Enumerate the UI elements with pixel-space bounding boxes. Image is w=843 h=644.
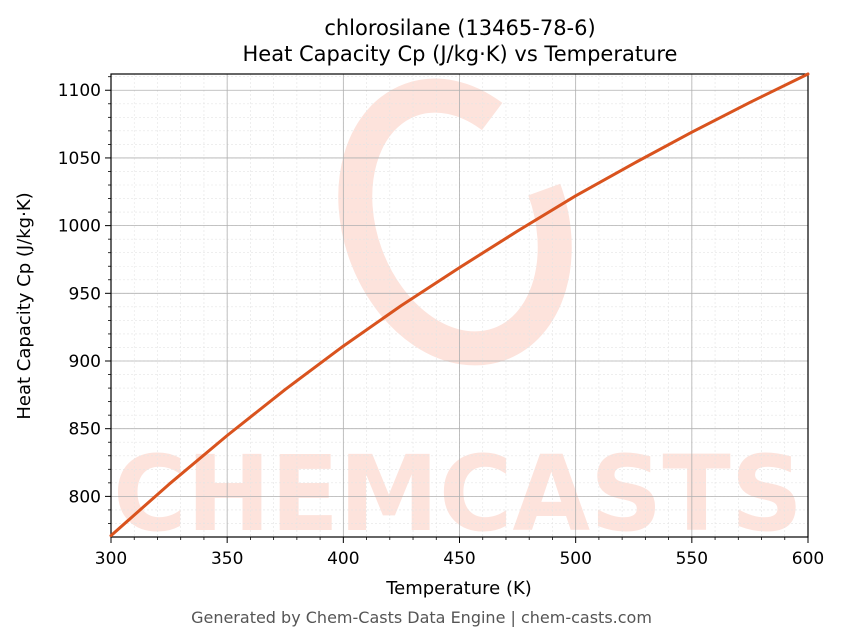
x-axis-label: Temperature (K): [385, 578, 532, 599]
y-tick-label: 1000: [58, 217, 101, 237]
x-tick-label: 350: [211, 549, 243, 569]
chart-title-line2: Heat Capacity Cp (J/kg·K) vs Temperature: [243, 42, 678, 66]
x-tick-label: 400: [327, 549, 359, 569]
x-tick-label: 500: [559, 549, 591, 569]
series-layer: [109, 72, 810, 538]
chart-title-line1: chlorosilane (13465-78-6): [324, 16, 595, 40]
y-tick-label: 950: [69, 284, 101, 304]
footer-credit: Generated by Chem-Casts Data Engine | ch…: [191, 608, 652, 627]
y-axis-label: Heat Capacity Cp (J/kg·K): [14, 192, 35, 419]
series-line: [109, 72, 810, 538]
watermark-logo-ring: [338, 78, 572, 366]
x-tick-label: 450: [443, 549, 475, 569]
y-tick-label: 800: [69, 487, 101, 507]
y-tick-label: 900: [69, 352, 101, 372]
y-tick-label: 850: [69, 420, 101, 440]
x-tick-label: 550: [676, 549, 708, 569]
y-tick-label: 1100: [58, 81, 101, 101]
x-tick-label: 600: [792, 549, 824, 569]
y-tick-label: 1050: [58, 149, 101, 169]
watermark-text: CHEMCASTS: [113, 433, 803, 555]
axis-ticks: 300 350 400 450 500 550 600 800 850 900 950 1000 105…: [58, 76, 824, 569]
watermark: CHEMCASTS: [113, 78, 803, 555]
x-tick-label: 300: [95, 549, 127, 569]
